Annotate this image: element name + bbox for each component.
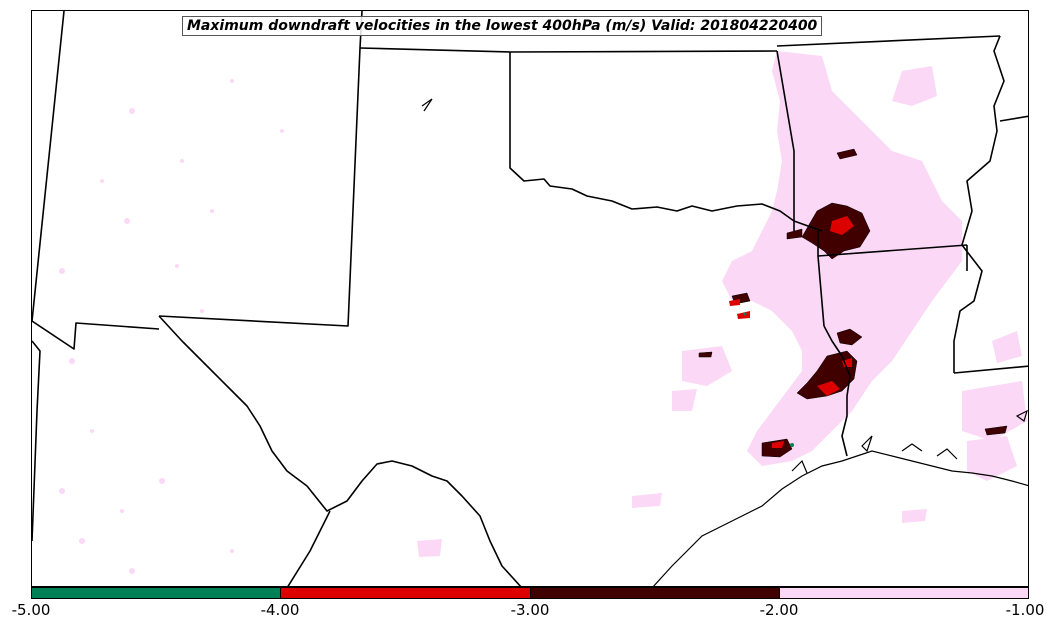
gulf-coast xyxy=(653,450,1028,586)
dark-cluster-tx-4 xyxy=(836,328,863,346)
contour-blob-3 xyxy=(962,381,1027,441)
nm-east-boundary xyxy=(158,11,363,327)
green-cell-1 xyxy=(790,443,794,447)
red-cell-3 xyxy=(737,311,750,319)
red-cell-2 xyxy=(817,381,840,396)
colorbar-segment-red xyxy=(280,588,530,598)
bay-1 xyxy=(861,435,873,453)
nm-west-mexico xyxy=(32,340,41,542)
ms-la-south xyxy=(953,365,1028,374)
bay-4 xyxy=(936,448,958,460)
map-canvas xyxy=(32,11,1028,586)
contour-blob-5 xyxy=(672,389,697,411)
al-ms-boundary xyxy=(999,115,1028,122)
red-cell-1 xyxy=(830,216,854,235)
lake-ok xyxy=(421,98,433,112)
colorbar-segment-darkred xyxy=(529,588,779,598)
ok-panhandle-top xyxy=(359,47,511,53)
contour-blob-7 xyxy=(632,493,662,508)
contour-blob-9 xyxy=(992,331,1022,363)
red-cell-6 xyxy=(729,299,740,306)
contour-blob-1 xyxy=(682,346,732,386)
ok-north-boundary xyxy=(509,50,778,53)
ms-river xyxy=(953,35,1005,373)
map-title: Maximum downdraft velocities in the lowe… xyxy=(182,16,823,36)
ar-la-boundary xyxy=(817,244,968,257)
dark-cluster-ok-3 xyxy=(836,148,858,160)
bay-2 xyxy=(791,459,808,474)
green-cell-2 xyxy=(743,312,747,316)
tx-la-sabine xyxy=(823,325,851,457)
dark-cluster-ok-2 xyxy=(786,228,803,240)
contour-band-east xyxy=(722,51,962,466)
ok-ar-boundary xyxy=(776,50,795,231)
dark-cluster-tx-5 xyxy=(984,425,1008,436)
mexico-border-sw xyxy=(287,510,331,586)
colorbar-tick-2: -3.00 xyxy=(510,601,550,619)
bay-3 xyxy=(901,443,923,452)
colorbar-tick-3: -2.00 xyxy=(759,601,799,619)
green-contours xyxy=(743,312,794,447)
colorbar-segment-pink xyxy=(778,588,1028,598)
contour-blob-6 xyxy=(417,539,442,557)
map-area xyxy=(31,10,1029,587)
red-cell-4 xyxy=(772,441,784,448)
colorbar-tick-0: -5.00 xyxy=(11,601,51,619)
colorbar-segment-green xyxy=(32,588,281,598)
light-contours xyxy=(59,51,1027,574)
contour-blob-4 xyxy=(967,436,1017,481)
island-bay xyxy=(1015,409,1028,422)
nm-az-boundary xyxy=(32,11,65,322)
tx-rio-grande xyxy=(158,315,522,586)
ar-north-boundary xyxy=(776,35,1001,47)
colorbar-tick-4: -1.00 xyxy=(1005,601,1045,619)
colorbar-tick-1: -4.00 xyxy=(260,601,300,619)
dark-cluster-tx-6 xyxy=(698,351,713,358)
colorbar xyxy=(31,587,1029,599)
coastline xyxy=(421,98,1028,586)
nm-west-south xyxy=(32,320,160,350)
ar-tx-boundary xyxy=(817,231,825,327)
ok-tx-red-river xyxy=(509,52,823,232)
sparse-west-dots xyxy=(59,79,284,574)
contour-blob-8 xyxy=(902,509,927,523)
contour-blob-2 xyxy=(892,66,937,106)
